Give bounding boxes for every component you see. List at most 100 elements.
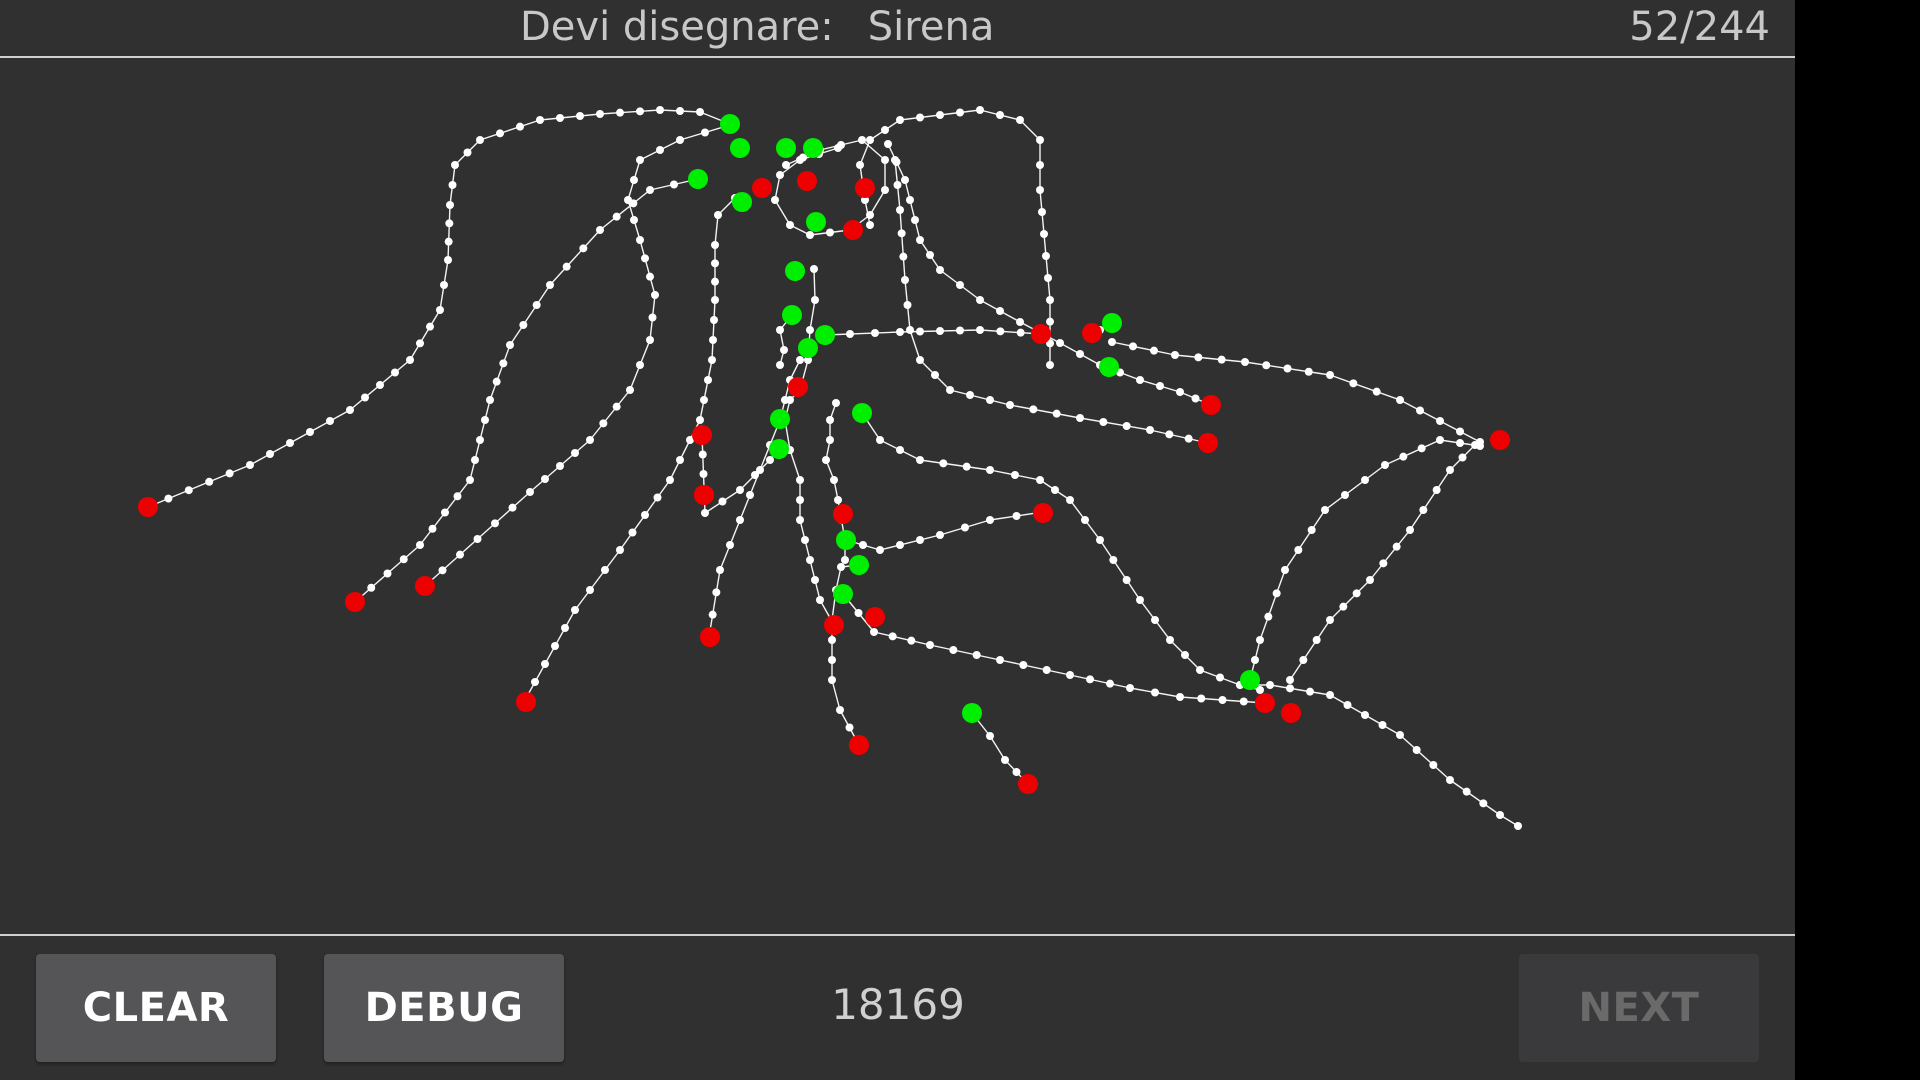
- sample-point: [1046, 317, 1054, 326]
- sample-point: [599, 419, 608, 428]
- sample-point: [771, 196, 779, 204]
- sample-point: [1217, 355, 1226, 364]
- debug-button[interactable]: DEBUG: [324, 954, 564, 1062]
- sample-point: [810, 265, 818, 273]
- sample-point: [1456, 439, 1464, 447]
- sample-point: [711, 296, 719, 304]
- sample-point: [225, 469, 234, 478]
- sample-point: [1262, 361, 1271, 370]
- sample-point: [1381, 461, 1389, 469]
- sample-point: [1165, 430, 1174, 439]
- stroke-line: [524, 197, 743, 701]
- sample-point: [834, 144, 842, 152]
- sample-point: [1396, 396, 1404, 404]
- sample-point: [1283, 364, 1292, 373]
- sample-point: [876, 546, 884, 554]
- stroke-end-marker: [752, 178, 772, 198]
- sample-point: [1286, 684, 1294, 693]
- sample-point: [1038, 208, 1046, 216]
- sample-point: [1029, 405, 1038, 414]
- sample-point: [326, 417, 334, 425]
- stroke-line: [1111, 341, 1481, 443]
- sample-point: [936, 531, 944, 539]
- sample-point: [962, 462, 971, 471]
- sample-point: [1392, 542, 1401, 551]
- sample-point: [751, 471, 759, 479]
- sample-point: [776, 326, 784, 334]
- sample-point: [481, 416, 489, 424]
- sample-point: [641, 511, 649, 519]
- sample-point: [428, 524, 437, 533]
- sample-point: [1416, 406, 1424, 415]
- stroke-end-marker: [700, 627, 720, 647]
- stroke-line: [424, 124, 731, 587]
- sample-point: [541, 660, 549, 668]
- stroke-end-marker: [1031, 324, 1051, 344]
- sample-point: [901, 276, 909, 284]
- stroke-end-marker: [1018, 774, 1038, 794]
- sample-point: [698, 450, 707, 459]
- sample-point: [856, 161, 864, 169]
- sample-point: [780, 346, 788, 354]
- sample-point: [636, 361, 644, 369]
- sample-point: [492, 377, 501, 386]
- sample-point: [1044, 274, 1052, 282]
- sample-point: [463, 148, 472, 157]
- sample-point: [562, 262, 571, 271]
- next-button[interactable]: NEXT: [1519, 954, 1759, 1062]
- sample-point: [858, 136, 866, 144]
- sample-point: [526, 488, 534, 496]
- sample-point: [1339, 602, 1348, 611]
- sample-point: [811, 296, 819, 304]
- drawing-canvas[interactable]: [0, 58, 1795, 934]
- sample-point: [911, 216, 919, 224]
- sample-point: [1412, 746, 1421, 754]
- stroke-start-marker: [815, 325, 835, 345]
- sample-point: [416, 339, 424, 348]
- stroke-start-marker: [803, 138, 823, 158]
- sample-point: [266, 450, 274, 458]
- sample-point: [596, 226, 604, 234]
- sample-point: [1076, 350, 1084, 358]
- stroke-start-marker: [962, 703, 982, 723]
- sample-point: [976, 296, 984, 304]
- sample-point: [670, 180, 678, 189]
- sample-point: [756, 466, 764, 474]
- sample-point: [1307, 526, 1316, 534]
- stroke-line: [1239, 684, 1519, 827]
- sample-point: [834, 496, 842, 504]
- sample-point: [561, 624, 569, 632]
- sample-point: [532, 301, 541, 309]
- stroke-start-marker: [785, 261, 805, 281]
- sample-point: [837, 563, 845, 571]
- sample-point: [1197, 694, 1206, 703]
- sample-point: [859, 541, 867, 549]
- stroke-end-marker: [855, 178, 875, 198]
- sample-point: [916, 356, 924, 364]
- sample-point: [906, 326, 914, 334]
- clear-button[interactable]: CLEAR: [36, 954, 276, 1062]
- sample-point: [516, 122, 524, 131]
- sample-point: [445, 219, 454, 228]
- sample-point: [399, 555, 408, 564]
- sample-point: [881, 186, 889, 194]
- sample-point: [1136, 596, 1144, 604]
- sample-point: [473, 535, 482, 543]
- stroke-end-marker: [345, 592, 365, 612]
- sample-point: [499, 359, 508, 368]
- stroke-line: [824, 329, 1042, 336]
- sample-point: [776, 361, 784, 369]
- sample-point: [816, 596, 824, 604]
- sample-point: [612, 212, 621, 221]
- sample-point: [936, 266, 944, 274]
- sample-point: [696, 416, 704, 424]
- sample-point: [666, 476, 674, 484]
- sample-point: [1306, 687, 1314, 696]
- stroke-line: [842, 593, 1266, 704]
- sample-point: [986, 396, 994, 404]
- sample-point: [1372, 387, 1381, 396]
- sample-point: [884, 140, 892, 148]
- sample-point: [931, 371, 939, 379]
- sample-point: [656, 106, 664, 114]
- sample-point: [471, 456, 479, 464]
